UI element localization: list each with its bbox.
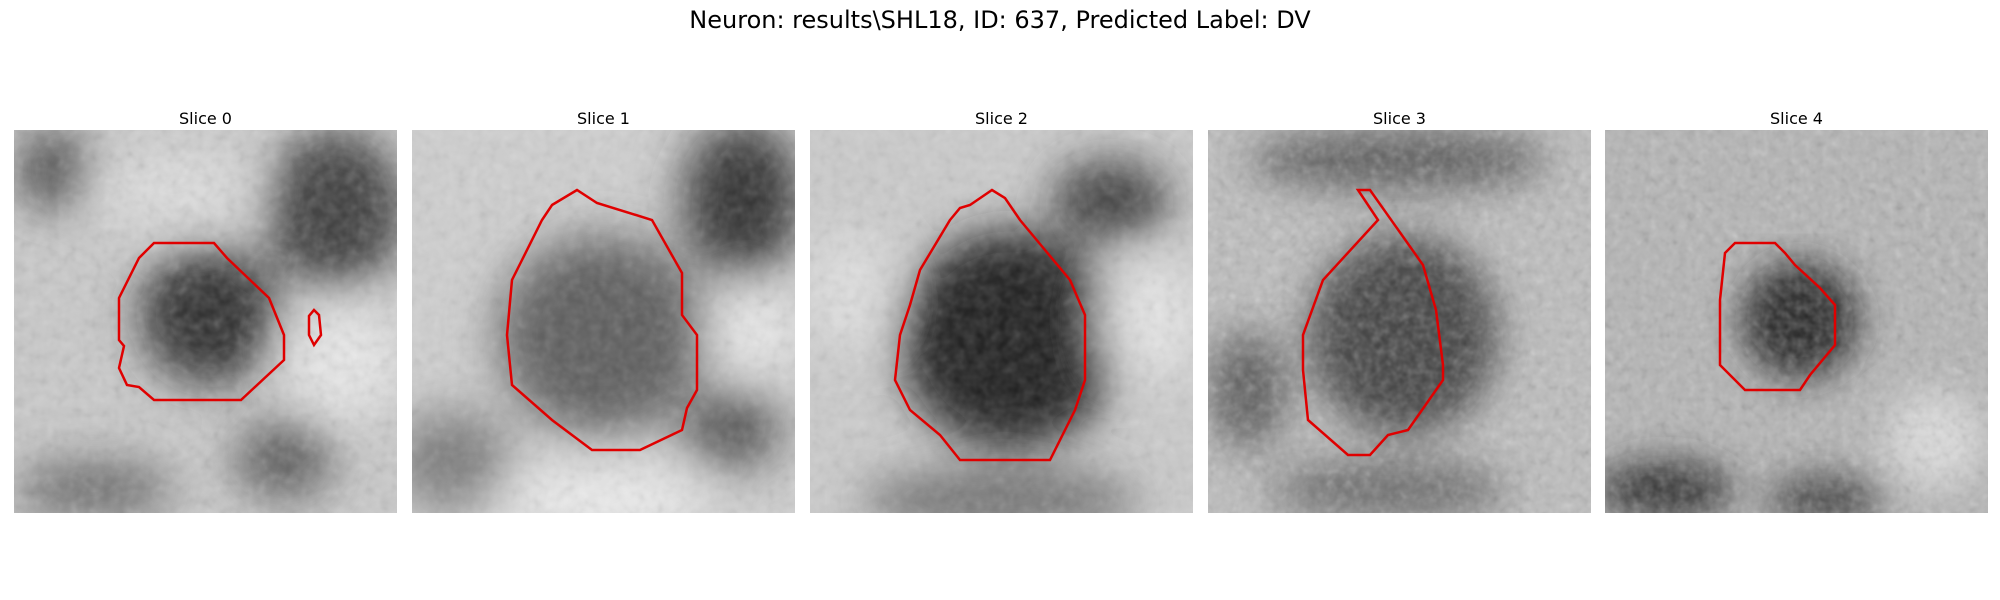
slice-3-contour — [1301, 188, 1445, 457]
slice-2-panel: Slice 2 — [810, 108, 1193, 513]
slice-2-contour — [893, 188, 1087, 462]
slice-0-panel: Slice 0 — [14, 108, 397, 513]
slice-1-image — [412, 130, 795, 513]
slice-2-title: Slice 2 — [975, 109, 1028, 128]
slice-2-image — [810, 130, 1193, 513]
slice-0-title: Slice 0 — [179, 109, 232, 128]
slice-1-panel: Slice 1 — [412, 108, 795, 513]
slice-4-contour — [1718, 241, 1837, 392]
slice-0-image — [14, 130, 397, 513]
slice-1-contour — [505, 188, 699, 452]
slice-0-contour-small — [307, 308, 323, 348]
slice-3-image — [1208, 130, 1591, 513]
slice-3-title: Slice 3 — [1373, 109, 1426, 128]
slice-4-panel: Slice 4 — [1605, 108, 1988, 513]
slice-4-image — [1605, 130, 1988, 513]
figure-title: Neuron: results\SHL18, ID: 637, Predicte… — [689, 6, 1311, 34]
slice-3-panel: Slice 3 — [1208, 108, 1591, 513]
slice-4-title: Slice 4 — [1770, 109, 1823, 128]
slice-1-title: Slice 1 — [577, 109, 630, 128]
slice-0-contour — [117, 241, 286, 402]
